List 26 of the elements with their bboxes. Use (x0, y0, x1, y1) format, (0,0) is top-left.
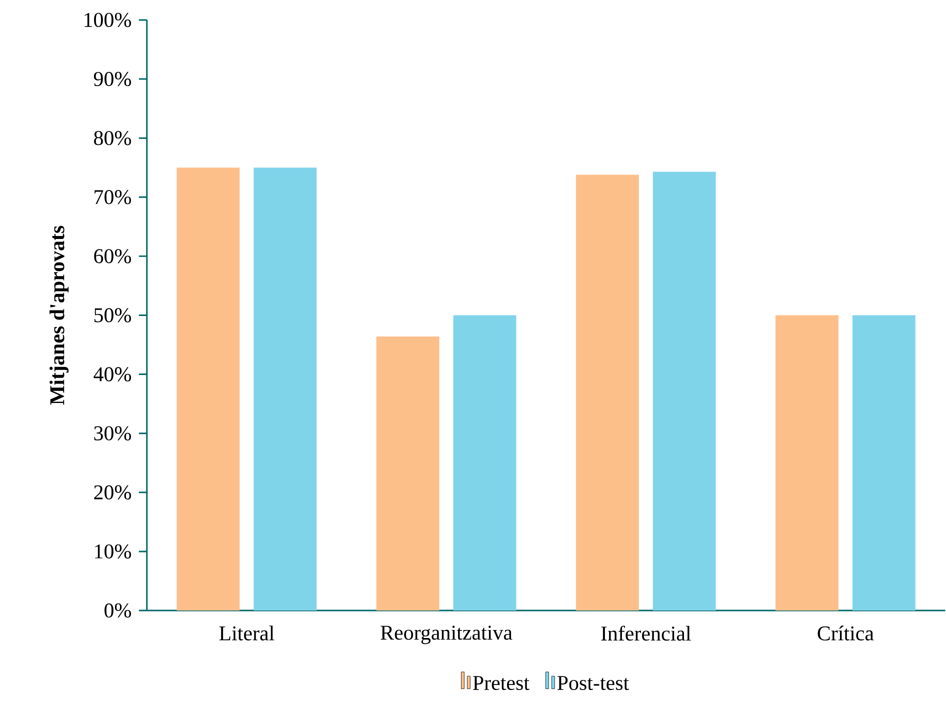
legend-label: Pretest (472, 676, 530, 690)
y-tick-label: 30% (94, 426, 131, 440)
x-tick-label: Reorganitzativa (380, 625, 512, 644)
y-tick-label: 50% (94, 308, 131, 322)
y-tick-label: 10% (95, 544, 131, 558)
y-tick-label: 80% (94, 130, 131, 145)
x-tick-label: Literal (219, 625, 274, 640)
x-tick-label: Inferencial (601, 625, 691, 640)
bar (254, 167, 317, 610)
legend-label: Post-test (557, 676, 629, 690)
y-tick-label: 100% (84, 12, 131, 27)
bar (576, 174, 639, 610)
y-tick-label: 0% (104, 603, 131, 618)
y-tick-label: 60% (94, 248, 131, 264)
x-tick-label: Crítica (818, 625, 874, 640)
y-axis-title: Mitjanes d'aprovats (50, 226, 69, 405)
bar (176, 167, 240, 610)
bar (652, 172, 716, 610)
bar (776, 315, 838, 610)
y-tick-label: 70% (94, 190, 131, 204)
y-tick-label: 20% (94, 485, 131, 500)
bar (453, 315, 516, 610)
y-tick-label: 90% (94, 72, 131, 86)
bar (852, 315, 916, 610)
y-tick-label: 40% (94, 366, 131, 382)
bar (376, 336, 440, 610)
